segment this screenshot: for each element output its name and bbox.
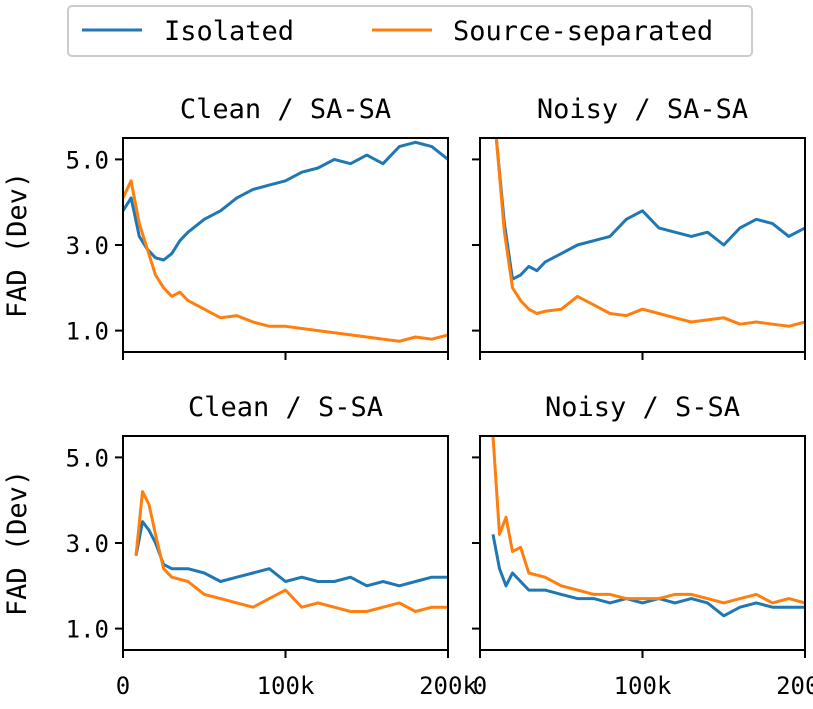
series-line-source-separated (134, 490, 448, 613)
x-tick-label: 0 (116, 672, 130, 700)
y-axis-label: FAD (Dev) (2, 470, 33, 616)
x-tick-label: 200k (776, 672, 813, 700)
series-line-isolated (494, 138, 805, 281)
series-group (123, 140, 448, 343)
panel-3: Clean / S-SA 1.0 3.0 5.0 0 100k 200k FAD (Dev) (2, 392, 477, 700)
y-tick-label: 5.0 (66, 444, 109, 472)
x-tick-label: 100k (614, 672, 672, 700)
panel-frame (122, 137, 449, 353)
series-line-source-separated (494, 138, 805, 328)
panel-title: Noisy / S-SA (545, 392, 740, 423)
legend-label-isolated: Isolated (164, 16, 294, 47)
legend: Isolated Source-separated (67, 5, 753, 57)
panel-title: Clean / SA-SA (180, 94, 391, 125)
series-line-source-separated (491, 436, 805, 605)
panel-title: Clean / S-SA (188, 392, 383, 423)
panel-2: Noisy / SA-SA (472, 94, 806, 360)
y-tick-label: 3.0 (66, 232, 109, 260)
series-group (134, 490, 448, 613)
panel-4: Noisy / S-SA 0 100k 200k (472, 392, 813, 700)
series-group (491, 436, 805, 618)
panel-frame (479, 137, 806, 353)
y-axis-label: FAD (Dev) (2, 172, 33, 318)
panels: Clean / SA-SA 1.0 3.0 5.0 FAD (Dev) Noisy / S… (2, 94, 813, 700)
y-tick-label: 1.0 (66, 318, 109, 346)
x-tick-label: 100k (257, 672, 315, 700)
panel-1: Clean / SA-SA 1.0 3.0 5.0 FAD (Dev) (2, 94, 449, 360)
panel-frame (122, 435, 449, 651)
series-line-isolated (134, 520, 448, 588)
x-tick-label: 200k (419, 672, 477, 700)
panel-title: Noisy / SA-SA (537, 94, 748, 125)
y-tick-label: 1.0 (66, 616, 109, 644)
y-tick-label: 3.0 (66, 530, 109, 558)
series-line-source-separated (123, 179, 448, 343)
x-tick-label: 0 (473, 672, 487, 700)
series-line-isolated (123, 140, 448, 262)
panel-frame (479, 435, 806, 651)
y-tick-label: 5.0 (66, 146, 109, 174)
legend-label-source-separated: Source-separated (453, 16, 713, 47)
series-group (494, 138, 805, 328)
